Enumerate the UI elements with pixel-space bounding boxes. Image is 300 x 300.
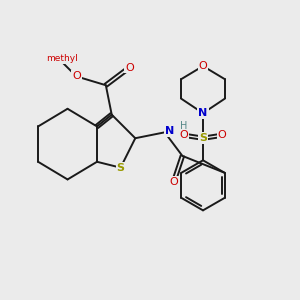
Text: O: O: [125, 63, 134, 73]
Text: O: O: [72, 71, 81, 81]
Text: O: O: [169, 177, 178, 188]
Text: O: O: [199, 61, 207, 71]
Text: N: N: [198, 108, 208, 118]
Text: O: O: [218, 130, 226, 140]
Text: H: H: [180, 122, 188, 131]
Text: S: S: [199, 133, 207, 143]
Text: N: N: [164, 126, 174, 136]
Text: methyl: methyl: [46, 54, 77, 63]
Text: S: S: [117, 163, 124, 173]
Text: O: O: [179, 130, 188, 140]
